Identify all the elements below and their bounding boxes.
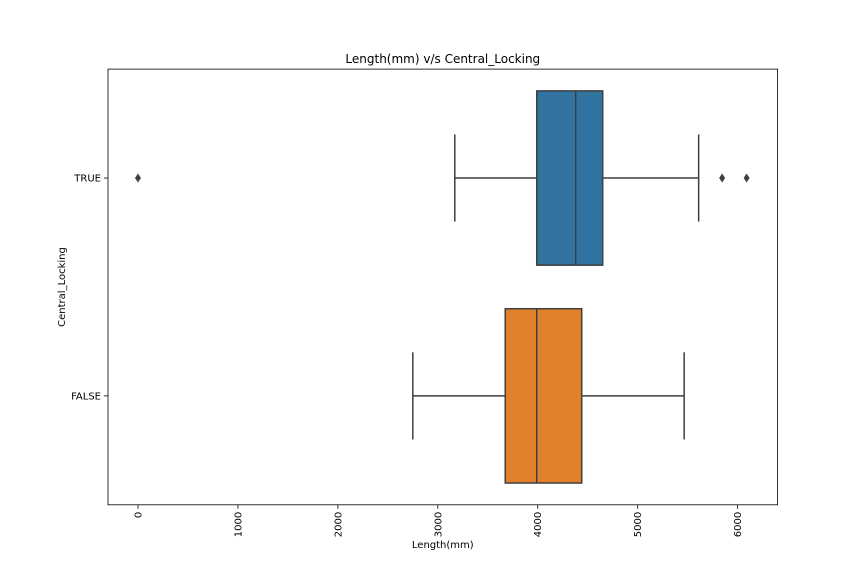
y-axis-label: Central_Locking [57,247,68,327]
box-false [412,307,685,484]
x-tick-label: 6000 [733,512,744,537]
x-axis: 0 1000 2000 3000 4000 5000 6000 [133,504,744,537]
x-tick-label: 3000 [433,512,444,537]
iqr-box [504,307,583,484]
x-axis-label: Length(mm) [412,540,474,551]
outlier-point [719,173,726,183]
y-tick-label: FALSE [71,391,101,402]
x-tick-label: 1000 [233,512,244,537]
outlier-point [134,173,142,183]
outlier-point [743,173,750,183]
plot-frame [107,68,778,506]
iqr-box [535,90,604,266]
y-axis: TRUE FALSE [71,174,108,402]
x-tick-label: 5000 [633,512,644,537]
box-true [134,90,750,266]
x-tick-label: 4000 [533,512,544,537]
chart-title: Length(mm) v/s Central_Locking [345,52,540,66]
x-tick-label: 2000 [333,512,344,537]
y-tick-label: TRUE [73,174,101,185]
plot-area [134,90,750,484]
x-tick-label: 0 [133,512,144,518]
